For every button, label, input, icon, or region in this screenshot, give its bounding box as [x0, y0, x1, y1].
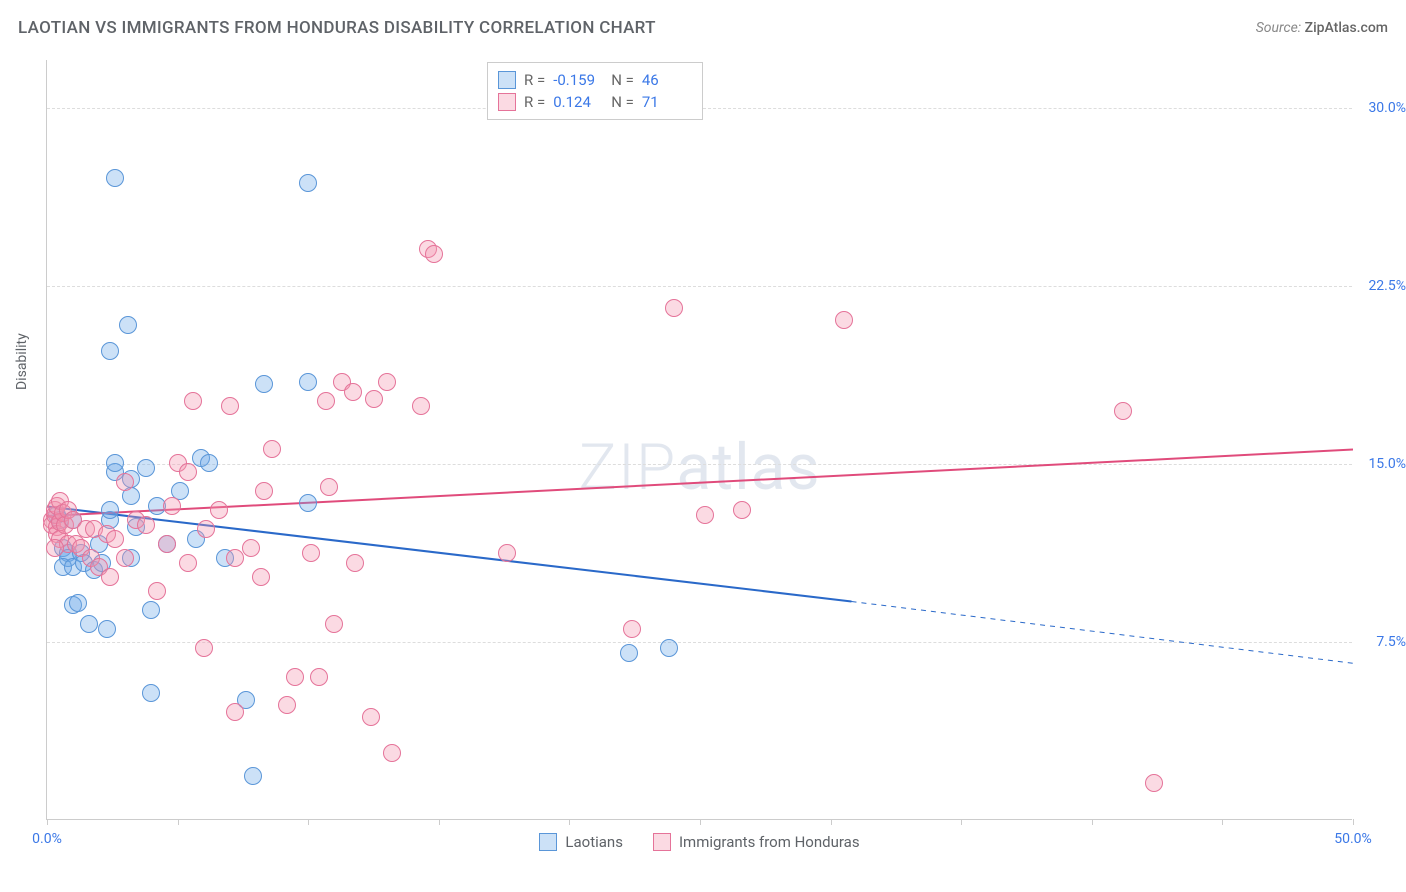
- data-point-honduras: [221, 397, 239, 415]
- data-point-laotians: [299, 373, 317, 391]
- data-point-laotians: [101, 501, 119, 519]
- x-tick-mark: [569, 819, 570, 825]
- data-point-honduras: [263, 440, 281, 458]
- data-point-honduras: [163, 497, 181, 515]
- data-point-honduras: [733, 501, 751, 519]
- x-tick-mark: [831, 819, 832, 825]
- data-point-honduras: [116, 473, 134, 491]
- data-point-honduras: [365, 390, 383, 408]
- x-tick-mark: [439, 819, 440, 825]
- x-tick-mark: [178, 819, 179, 825]
- data-point-honduras: [383, 744, 401, 762]
- stats-row-laotians: R = -0.159 N = 46: [498, 69, 692, 91]
- chart-plot-area: ZIPatlas 7.5%15.0%22.5%30.0%0.0%50.0% R …: [46, 60, 1352, 820]
- data-point-laotians: [244, 767, 262, 785]
- data-point-laotians: [660, 639, 678, 657]
- x-tick-mark: [1353, 819, 1354, 825]
- data-point-honduras: [46, 539, 64, 557]
- data-point-honduras: [195, 639, 213, 657]
- data-point-laotians: [106, 169, 124, 187]
- data-point-honduras: [184, 392, 202, 410]
- data-point-honduras: [1145, 774, 1163, 792]
- data-point-honduras: [255, 482, 273, 500]
- source-label: Source: ZipAtlas.com: [1256, 20, 1388, 36]
- data-point-honduras: [362, 708, 380, 726]
- y-tick-label: 7.5%: [1358, 634, 1406, 650]
- legend-item-laotians: Laotians: [539, 833, 623, 851]
- data-point-honduras: [344, 383, 362, 401]
- data-point-laotians: [142, 601, 160, 619]
- data-point-laotians: [620, 644, 638, 662]
- data-point-honduras: [425, 245, 443, 263]
- swatch-laotians-legend: [539, 833, 557, 851]
- data-point-honduras: [378, 373, 396, 391]
- data-point-honduras: [148, 582, 166, 600]
- gridline: [47, 286, 1352, 287]
- data-point-laotians: [200, 454, 218, 472]
- legend-item-honduras: Immigrants from Honduras: [653, 833, 860, 851]
- y-tick-label: 15.0%: [1358, 456, 1406, 472]
- stats-legend-box: R = -0.159 N = 46 R = 0.124 N = 71: [487, 62, 703, 120]
- x-tick-mark: [47, 819, 48, 825]
- data-point-honduras: [286, 668, 304, 686]
- watermark: ZIPatlas: [47, 430, 1352, 505]
- data-point-laotians: [98, 620, 116, 638]
- x-tick-mark: [308, 819, 309, 825]
- data-point-laotians: [119, 316, 137, 334]
- data-point-laotians: [255, 375, 273, 393]
- data-point-honduras: [325, 615, 343, 633]
- data-point-honduras: [310, 668, 328, 686]
- data-point-honduras: [106, 530, 124, 548]
- data-point-honduras: [226, 703, 244, 721]
- data-point-honduras: [137, 516, 155, 534]
- data-point-laotians: [80, 615, 98, 633]
- swatch-laotians: [498, 71, 516, 89]
- data-point-laotians: [299, 494, 317, 512]
- x-tick-mark: [961, 819, 962, 825]
- data-point-honduras: [835, 311, 853, 329]
- swatch-honduras-legend: [653, 833, 671, 851]
- data-point-honduras: [179, 554, 197, 572]
- y-tick-label: 22.5%: [1358, 278, 1406, 294]
- data-point-honduras: [278, 696, 296, 714]
- data-point-honduras: [210, 501, 228, 519]
- data-point-honduras: [158, 535, 176, 553]
- data-point-honduras: [412, 397, 430, 415]
- data-point-honduras: [317, 392, 335, 410]
- bottom-legend: Laotians Immigrants from Honduras: [47, 833, 1352, 851]
- y-axis-label: Disability: [14, 333, 30, 390]
- y-tick-label: 30.0%: [1358, 100, 1406, 116]
- data-point-honduras: [252, 568, 270, 586]
- data-point-laotians: [106, 454, 124, 472]
- data-point-honduras: [101, 568, 119, 586]
- data-point-honduras: [197, 520, 215, 538]
- data-point-honduras: [346, 554, 364, 572]
- gridline: [47, 464, 1352, 465]
- data-point-honduras: [242, 539, 260, 557]
- data-point-laotians: [101, 342, 119, 360]
- data-point-laotians: [142, 684, 160, 702]
- data-point-honduras: [116, 549, 134, 567]
- data-point-laotians: [137, 459, 155, 477]
- x-tick-mark: [1092, 819, 1093, 825]
- data-point-honduras: [498, 544, 516, 562]
- chart-title: LAOTIAN VS IMMIGRANTS FROM HONDURAS DISA…: [18, 18, 656, 38]
- data-point-honduras: [320, 478, 338, 496]
- data-point-laotians: [69, 594, 87, 612]
- x-tick-mark: [700, 819, 701, 825]
- data-point-honduras: [179, 463, 197, 481]
- data-point-honduras: [1114, 402, 1132, 420]
- data-point-honduras: [696, 506, 714, 524]
- data-point-honduras: [302, 544, 320, 562]
- data-point-honduras: [665, 299, 683, 317]
- stats-row-honduras: R = 0.124 N = 71: [498, 91, 692, 113]
- swatch-honduras: [498, 93, 516, 111]
- data-point-laotians: [299, 174, 317, 192]
- x-tick-mark: [1222, 819, 1223, 825]
- data-point-honduras: [623, 620, 641, 638]
- gridline: [47, 642, 1352, 643]
